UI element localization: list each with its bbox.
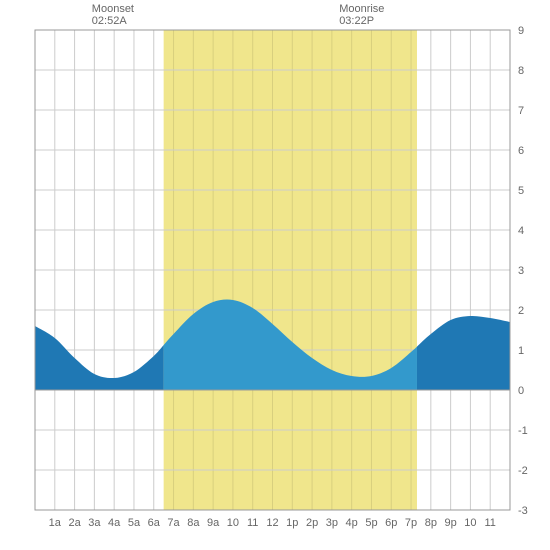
y-tick-label: 4 [518,225,524,237]
y-tick-label: 6 [518,145,524,157]
moonrise-time: 03:22P [339,15,374,27]
x-tick-label: 10 [227,517,239,529]
x-tick-label: 5p [365,517,377,529]
x-tick-label: 8a [187,517,200,529]
x-tick-label: 3p [326,517,338,529]
y-tick-label: 9 [518,25,524,37]
x-tick-label: 7p [405,517,417,529]
y-tick-label: -2 [518,465,528,477]
x-tick-label: 4a [108,517,121,529]
x-tick-label: 7a [167,517,180,529]
x-tick-label: 3a [88,517,101,529]
x-tick-label: 1a [49,517,62,529]
y-tick-label: 3 [518,265,524,277]
x-tick-label: 10 [464,517,476,529]
x-tick-label: 2a [68,517,81,529]
y-tick-label: -1 [518,425,528,437]
y-tick-label: 5 [518,185,524,197]
y-tick-label: 8 [518,65,524,77]
x-tick-label: 4p [346,517,358,529]
y-tick-label: 0 [518,385,524,397]
x-tick-label: 2p [306,517,318,529]
y-tick-label: 7 [518,105,524,117]
x-tick-label: 6a [148,517,161,529]
y-tick-label: -3 [518,505,528,517]
x-tick-label: 9a [207,517,220,529]
x-tick-label: 8p [425,517,437,529]
x-tick-label: 11 [247,517,258,529]
chart-svg: -3-2-101234567891a2a3a4a5a6a7a8a9a101112… [0,0,550,550]
y-tick-label: 2 [518,305,524,317]
x-tick-label: 6p [385,517,397,529]
x-tick-label: 12 [266,517,278,529]
tide-chart: -3-2-101234567891a2a3a4a5a6a7a8a9a101112… [0,0,550,550]
x-tick-label: 1p [286,517,298,529]
x-tick-label: 9p [445,517,457,529]
moonrise-label: Moonrise [339,3,384,15]
x-tick-label: 11 [484,517,495,529]
moonset-time: 02:52A [92,15,128,27]
moonset-label: Moonset [92,3,134,15]
y-tick-label: 1 [518,345,524,357]
x-tick-label: 5a [128,517,141,529]
